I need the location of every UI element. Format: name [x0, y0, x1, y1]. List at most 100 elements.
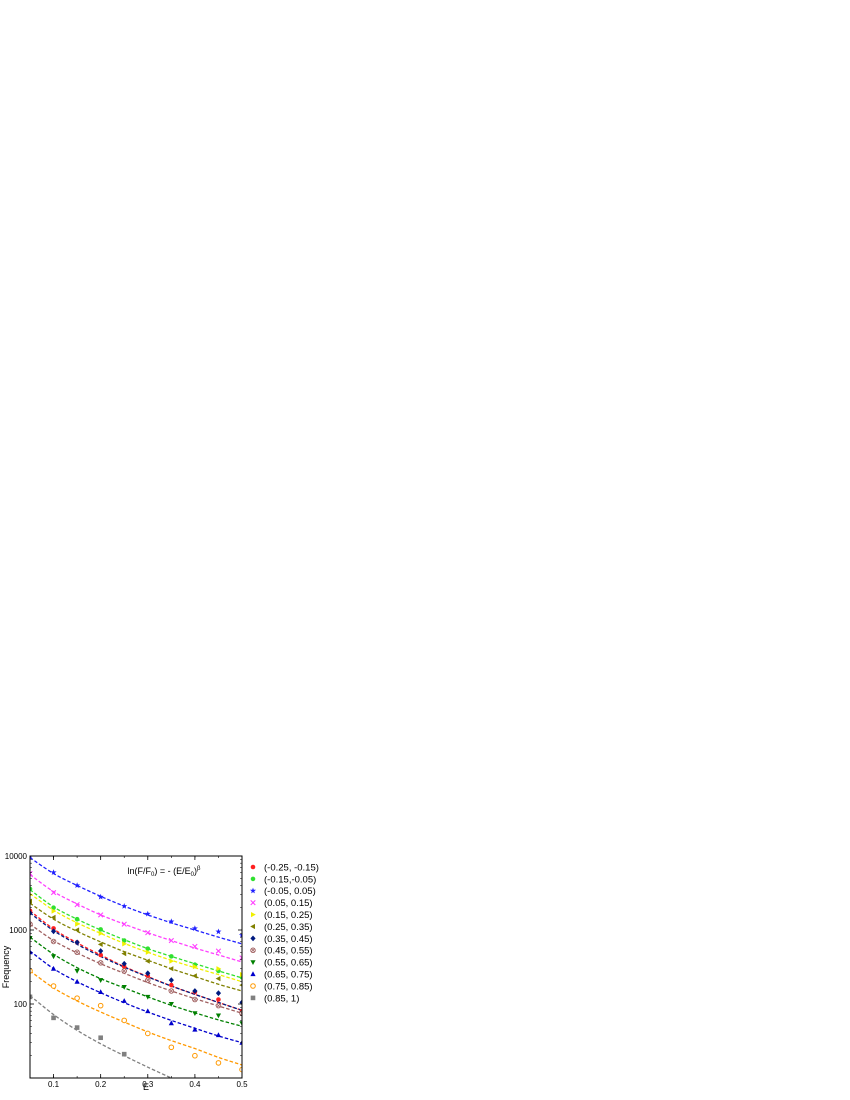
data-point-series-4 — [51, 908, 57, 914]
x-tick-label: 0.5 — [236, 1080, 248, 1089]
data-point-series-9 — [168, 1020, 174, 1026]
legend-label-6: (0.35, 0.45) — [264, 934, 313, 945]
data-point-series-1 — [51, 905, 56, 911]
data-point-series-6 — [215, 990, 222, 997]
plot-area — [30, 856, 242, 1078]
data-point-series-2 — [121, 902, 128, 909]
data-point-series-5 — [192, 973, 197, 979]
data-point-series-11 — [30, 994, 33, 1000]
legend-label-9: (0.65, 0.75) — [264, 970, 313, 981]
legend-marker-6 — [250, 935, 256, 942]
data-point-series-10 — [168, 1044, 175, 1051]
data-point-series-3 — [192, 943, 198, 950]
data-point-series-2 — [97, 893, 104, 900]
data-point-series-1 — [30, 886, 33, 892]
y-tick-label: 10000 — [5, 852, 28, 861]
fit-line-series-10 — [30, 970, 242, 1066]
fit-line-series-4 — [30, 893, 242, 983]
data-point-series-2 — [191, 925, 198, 932]
data-point-series-9 — [145, 1008, 151, 1014]
data-point-series-6 — [74, 939, 80, 946]
data-point-series-10 — [192, 1052, 198, 1059]
legend-marker-10 — [250, 983, 256, 989]
plot-frame — [29, 855, 243, 1079]
legend-marker-11 — [250, 995, 256, 1001]
data-point-series-8 — [98, 978, 104, 983]
legend-marker-2 — [249, 887, 257, 894]
data-point-series-2 — [144, 910, 151, 917]
data-point-series-11 — [98, 1035, 103, 1041]
legend-marker-4 — [251, 912, 256, 918]
data-point-series-11 — [51, 1015, 56, 1021]
data-point-series-0 — [169, 982, 174, 988]
legend-marker-8 — [250, 960, 256, 965]
data-point-series-6 — [30, 910, 33, 916]
data-point-series-5 — [50, 914, 56, 921]
data-point-series-3 — [145, 929, 151, 936]
data-point-series-8 — [192, 1011, 198, 1017]
data-point-series-0 — [216, 997, 221, 1002]
data-point-series-10 — [97, 1002, 104, 1009]
data-point-series-1 — [169, 954, 174, 959]
legend-label-11: (0.85, 1) — [264, 993, 299, 1004]
legend-label-2: (-0.05, 0.05) — [264, 886, 316, 897]
formula-close: ) — [194, 866, 197, 876]
data-point-series-6 — [98, 948, 104, 954]
data-point-series-8 — [121, 984, 127, 990]
formula-sub1: 0 — [151, 872, 155, 878]
legend-marker-1 — [250, 876, 256, 882]
legend-marker-0 — [250, 864, 256, 870]
data-point-series-3 — [30, 870, 33, 877]
fit-lines — [30, 857, 242, 1078]
data-point-series-8 — [168, 1002, 174, 1007]
x-tick-label: 0.2 — [95, 1080, 107, 1089]
data-point-series-2 — [74, 882, 81, 889]
data-point-series-10 — [215, 1060, 222, 1066]
data-point-series-9 — [50, 965, 57, 971]
data-point-series-4 — [75, 921, 80, 927]
data-point-series-3 — [97, 912, 104, 918]
data-point-series-11 — [74, 1025, 80, 1030]
y-axis-label: Frequency — [1, 945, 11, 988]
data-point-series-6 — [50, 928, 57, 935]
data-point-series-8 — [239, 1021, 242, 1027]
data-point-series-10 — [74, 995, 80, 1001]
data-point-series-4 — [145, 949, 151, 955]
data-point-series-2 — [50, 869, 57, 876]
legend-marker-7 — [250, 947, 256, 954]
data-point-series-9 — [121, 998, 127, 1003]
data-point-series-7 — [74, 949, 80, 956]
data-point-series-5 — [215, 976, 221, 982]
fit-line-series-9 — [30, 950, 242, 1044]
data-point-series-1 — [74, 916, 80, 922]
data-point-series-1 — [145, 946, 151, 951]
data-point-series-1 — [98, 927, 103, 932]
data-point-series-7 — [215, 1002, 222, 1009]
data-point-series-3 — [121, 921, 127, 927]
data-markers — [30, 856, 242, 1073]
fit-line-series-8 — [30, 936, 242, 1027]
data-point-series-5 — [239, 983, 242, 987]
data-point-series-3 — [74, 901, 80, 908]
legend-label-4: (0.15, 0.25) — [264, 910, 313, 921]
data-point-series-7 — [145, 977, 151, 983]
data-point-series-6 — [121, 960, 127, 967]
fit-line-series-11 — [30, 995, 172, 1078]
x-tick-label: 0.1 — [48, 1080, 60, 1089]
legend-label-7: (0.45, 0.55) — [264, 946, 313, 957]
data-point-series-4 — [98, 930, 104, 936]
data-point-series-4 — [169, 958, 175, 964]
data-point-series-10 — [144, 1030, 151, 1037]
formula-sub2: 0 — [191, 872, 195, 878]
data-point-series-4 — [216, 966, 222, 972]
data-point-series-0 — [98, 952, 103, 958]
axis-ticks: 0.1 0.2 0.3 0.4 0.5 100 1000 10000 — [5, 852, 248, 1089]
data-point-series-5 — [74, 927, 80, 933]
data-point-series-2 — [168, 918, 175, 925]
formula-annotation: ln(F/F0) = - (E/E0)β — [128, 866, 201, 878]
data-point-series-11 — [121, 1051, 127, 1057]
data-point-series-8 — [215, 1013, 222, 1019]
fit-line-series-5 — [30, 902, 242, 992]
legend-label-8: (0.55, 0.65) — [264, 958, 313, 969]
data-point-series-5 — [144, 958, 150, 964]
